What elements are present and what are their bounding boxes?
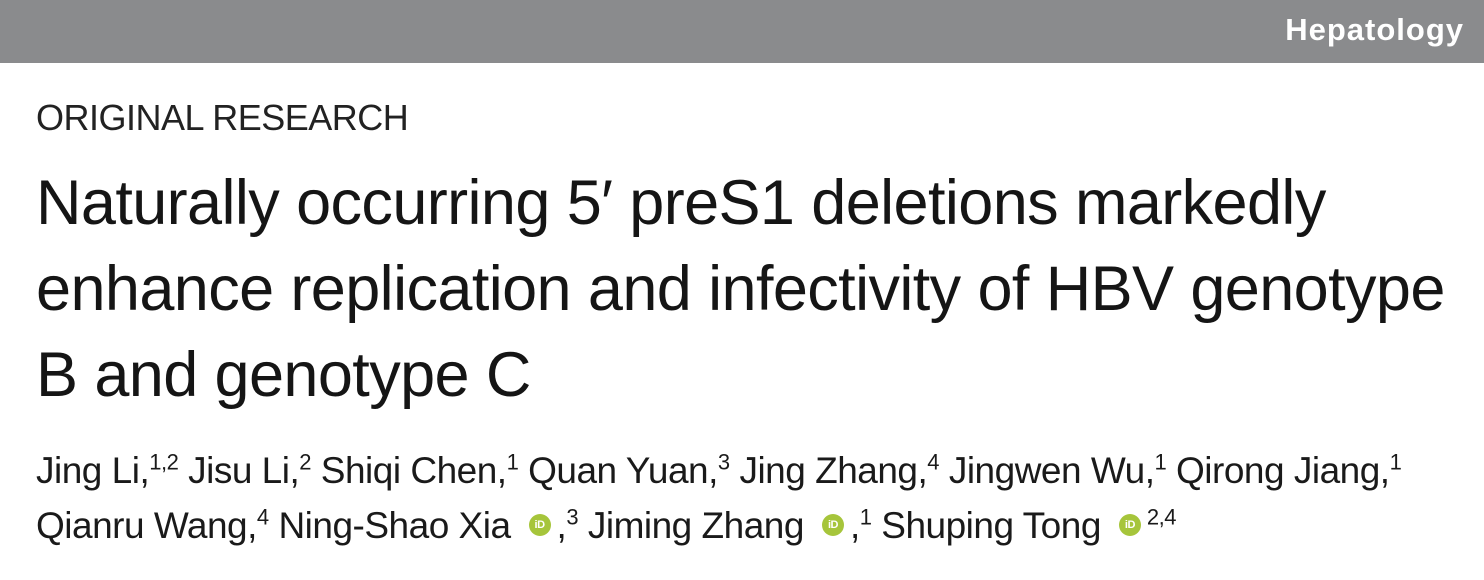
affiliation-marker: 1 <box>506 449 519 475</box>
author-name: Shuping Tong <box>881 505 1101 546</box>
author-name: Shiqi Chen, <box>320 450 507 491</box>
affiliation-marker: 4 <box>256 504 269 530</box>
affiliation-marker: 2 <box>299 449 312 475</box>
author-name: Qirong Jiang, <box>1176 450 1390 491</box>
author: Shuping Tong iD 2,4 <box>881 505 1176 546</box>
author: Jing Li,1,2 <box>36 449 179 491</box>
author-name: Jiming Zhang <box>587 505 805 546</box>
author-name: Jingwen Wu, <box>948 450 1155 491</box>
journal-header-bar: Hepatology <box>0 0 1484 63</box>
author-name: Qianru Wang, <box>36 505 257 546</box>
author: Qianru Wang,4 <box>36 505 269 546</box>
author-name: Jing Zhang, <box>739 450 928 491</box>
article-type-label: ORIGINAL RESEARCH <box>36 97 409 138</box>
author: Jisu Li,2 <box>188 450 311 491</box>
affiliation-marker: 1 <box>859 504 872 530</box>
author: Jing Zhang,4 <box>739 450 939 491</box>
author-name: Jing Li, <box>36 450 150 491</box>
orcid-icon[interactable]: iD <box>528 514 551 537</box>
orcid-icon[interactable]: iD <box>1118 514 1141 537</box>
affiliation-marker: 1 <box>1389 449 1402 475</box>
author: Jingwen Wu,1 <box>948 449 1167 491</box>
orcid-icon[interactable]: iD <box>821 514 844 537</box>
article-title: Naturally occurring 5′ preS1 deletions m… <box>36 168 1445 410</box>
author: Ning-Shao Xia iD ,3 <box>278 505 578 546</box>
author: Jiming Zhang iD ,1 <box>588 505 872 546</box>
journal-name: Hepatology <box>1285 12 1464 47</box>
author: Qirong Jiang,1 <box>1176 449 1402 491</box>
affiliation-marker: 4 <box>927 449 940 475</box>
author-list: Jing Li,1,2 Jisu Li,2 Shiqi Chen,1 Quan … <box>36 443 1466 553</box>
author-name: Jisu Li, <box>188 450 300 491</box>
author-name: Quan Yuan, <box>528 450 718 491</box>
affiliation-marker: 1,2 <box>149 449 179 475</box>
affiliation-marker: 3 <box>566 504 579 530</box>
affiliation-marker: 1 <box>1154 449 1167 475</box>
affiliation-marker: 3 <box>717 449 730 475</box>
author-separator: , <box>849 505 860 546</box>
author-name: Ning-Shao Xia <box>278 505 511 546</box>
author: Quan Yuan,3 <box>528 450 730 491</box>
author-separator: , <box>556 505 567 546</box>
author: Shiqi Chen,1 <box>321 450 519 491</box>
affiliation-marker: 2,4 <box>1146 504 1177 530</box>
